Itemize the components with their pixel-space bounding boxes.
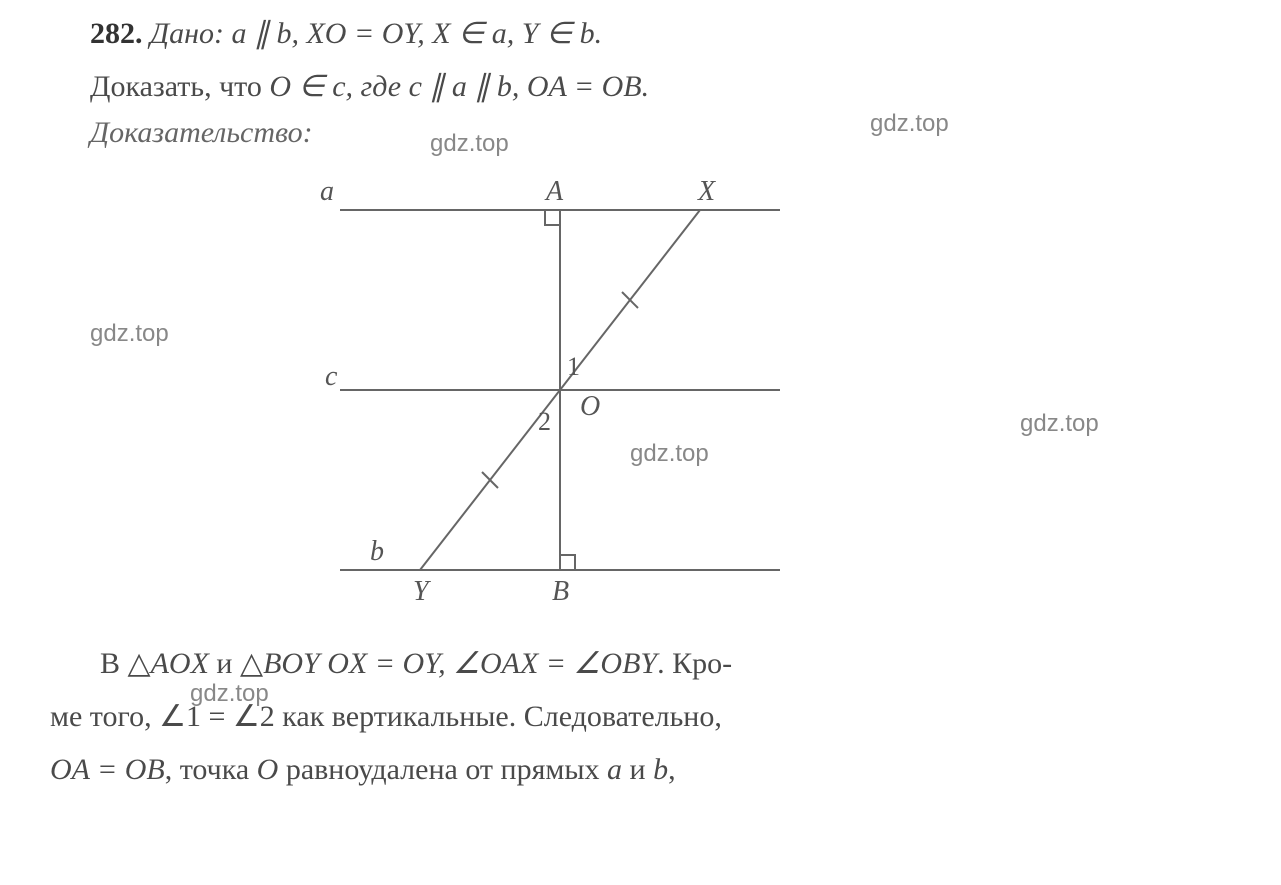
given-formula: a ∥ b, XO = OY, X ∈ a, Y ∈ b. — [231, 17, 602, 50]
problem-number: 282. — [90, 17, 143, 50]
prove-formula: O ∈ c, где c ∥ a ∥ b, OA = OB. — [269, 70, 649, 103]
conc-and2: и — [622, 753, 653, 786]
watermark-5: gdz.top — [1020, 410, 1099, 438]
label-line-b: b — [370, 536, 384, 567]
problem-line-1: 282. Дано: a ∥ b, XO = OY, X ∈ a, Y ∈ b. — [40, 10, 1241, 58]
given-prefix: Дано: — [150, 17, 224, 50]
label-line-c: c — [325, 361, 338, 392]
proof-label: Доказательство: — [40, 116, 1241, 150]
problem-line-2: Доказать, что O ∈ c, где c ∥ a ∥ b, OA =… — [40, 63, 1241, 111]
label-point-X: X — [697, 176, 716, 207]
diagram-container: gdz.top gdz.top gdz.top a c b A X Y B O — [40, 160, 1241, 630]
conclusion-line-3: OA = OB, точка O равноудалена от прямых … — [40, 746, 1241, 794]
conc-a: a — [607, 753, 622, 786]
watermark-3: gdz.top — [90, 320, 169, 348]
conc-angle: , ∠OAX = ∠OBY — [438, 647, 657, 680]
conc-comma: , — [668, 753, 676, 786]
label-line-a: a — [320, 176, 334, 207]
geometry-diagram: a c b A X Y B O 1 2 — [320, 170, 800, 610]
conc-OAOB: OA = OB — [50, 753, 165, 786]
conc-equidist: равноудалена от прямых — [278, 753, 607, 786]
conc-in: В △ — [100, 647, 151, 680]
right-angle-A — [545, 210, 560, 225]
conc-BOY: BOY OX = OY — [263, 647, 438, 680]
conc-and: и △ — [209, 647, 263, 680]
conc-line2: ме того, ∠1 = ∠2 как вертикальные. Следо… — [50, 700, 722, 733]
conc-end1: . Кро- — [657, 647, 732, 680]
label-point-B: B — [552, 576, 569, 607]
prove-prefix: Доказать, что — [90, 70, 262, 103]
conc-O: O — [257, 753, 279, 786]
conc-b: b — [653, 753, 668, 786]
label-point-Y: Y — [413, 576, 432, 607]
conc-point-word: , точка — [165, 753, 257, 786]
label-angle-2: 2 — [538, 407, 551, 436]
watermark-6: gdz.top — [190, 680, 269, 708]
label-point-A: A — [544, 176, 564, 207]
right-angle-B — [560, 555, 575, 570]
conc-AOX: AOX — [151, 647, 209, 680]
watermark-2: gdz.top — [870, 110, 949, 138]
watermark-1: gdz.top — [430, 130, 509, 158]
label-point-O: O — [580, 391, 600, 422]
label-angle-1: 1 — [567, 352, 580, 381]
